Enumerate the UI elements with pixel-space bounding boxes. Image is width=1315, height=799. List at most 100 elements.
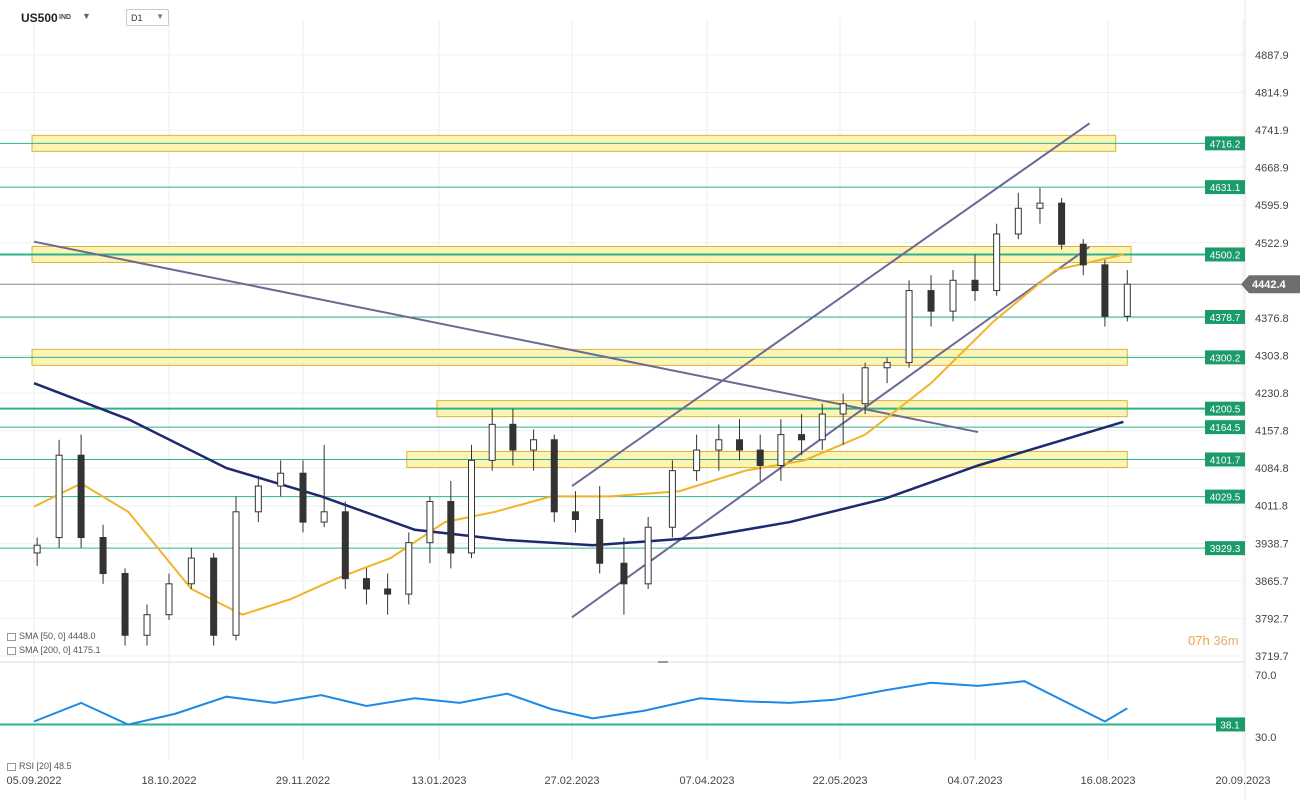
candle-body — [596, 519, 604, 564]
trendline — [571, 122, 1091, 487]
rsi-level-label: 38.1 — [1220, 720, 1240, 731]
candlesticks — [33, 187, 1131, 646]
trendline — [33, 240, 979, 434]
candle-body — [715, 439, 723, 451]
time-tick-label: 22.05.2023 — [812, 775, 867, 787]
level-label-box — [1205, 180, 1245, 195]
countdown-minutes: 36m — [1213, 633, 1239, 648]
candle-body — [798, 434, 806, 441]
candle-body — [1101, 264, 1109, 317]
candle-body — [949, 279, 957, 312]
candle-body — [362, 578, 370, 590]
level-label: 4716.2 — [1210, 139, 1241, 150]
legend-rsi[interactable]: RSI [20] 48.5 — [7, 761, 72, 771]
candle-body — [571, 511, 579, 521]
candle-body — [509, 423, 517, 451]
candle-body — [644, 526, 652, 585]
legend-sma200[interactable]: SMA [200, 0] 4175.1 — [7, 645, 101, 655]
time-tick-label: 18.10.2022 — [141, 775, 196, 787]
legend-sma50[interactable]: SMA [50, 0] 4448.0 — [7, 631, 96, 641]
time-tick-label: 29.11.2022 — [276, 775, 330, 787]
trendline — [571, 246, 1091, 619]
indicator-settings-icon[interactable] — [7, 646, 16, 655]
price-tick-label: 4595.9 — [1255, 200, 1289, 212]
time-tick-label: 16.08.2023 — [1080, 775, 1135, 787]
candle-body — [1014, 207, 1022, 235]
current-price-tag — [1241, 275, 1300, 294]
time-tick-label: 27.02.2023 — [544, 775, 599, 787]
level-label-box — [1205, 136, 1245, 151]
candle-body — [550, 439, 558, 513]
price-tick-label: 4887.9 — [1255, 50, 1289, 62]
candle-body — [1079, 243, 1087, 266]
level-label-box — [1205, 420, 1245, 435]
level-label: 4500.2 — [1210, 250, 1241, 261]
rsi-level-label-box — [1216, 717, 1245, 732]
candle-body — [341, 511, 349, 580]
candle-body — [839, 403, 847, 415]
candle-body — [320, 511, 328, 523]
support-resistance-zones — [31, 134, 1132, 468]
level-label: 4631.1 — [1210, 183, 1241, 194]
level-label-box — [1205, 452, 1245, 467]
candle-body — [993, 233, 1001, 292]
level-label: 4378.7 — [1210, 313, 1241, 324]
timeframe-value: D1 — [131, 13, 143, 23]
candle-body — [143, 614, 151, 636]
price-tick-label: 4376.8 — [1255, 313, 1289, 325]
price-tick-label: 3865.7 — [1255, 576, 1289, 588]
candle-body — [488, 423, 496, 461]
level-label-box — [1205, 541, 1245, 556]
sma200-line — [33, 382, 1124, 547]
grid-layer — [0, 0, 1246, 799]
level-label: 4029.5 — [1210, 493, 1241, 504]
price-tick-label: 4303.8 — [1255, 351, 1289, 363]
countdown-hours: 07h — [1188, 633, 1210, 648]
candle-body — [33, 544, 41, 554]
time-axis: 05.09.2022 18.10.2022 29.11.2022 13.01.2023… — [6, 775, 1270, 787]
indicator-settings-icon[interactable] — [7, 762, 16, 771]
candle-body — [165, 583, 173, 616]
candle-body — [861, 367, 869, 405]
level-label: 4300.2 — [1210, 353, 1241, 364]
symbol-name[interactable]: US500 — [21, 11, 58, 25]
candle-body — [1036, 202, 1044, 209]
chevron-down-icon: ▼ — [156, 12, 164, 21]
price-tick-label: 4814.9 — [1255, 88, 1289, 100]
candle-body — [620, 562, 628, 585]
timeframe-select[interactable]: D1 ▼ — [126, 9, 169, 26]
level-label-box — [1205, 247, 1245, 262]
level-label-box — [1205, 350, 1245, 365]
price-tick-label: 4668.9 — [1255, 163, 1289, 175]
candle-body — [232, 511, 240, 636]
level-label: 4101.7 — [1210, 455, 1241, 466]
sma50-line — [33, 253, 1124, 616]
price-tick-label: 3938.7 — [1255, 538, 1289, 550]
level-label: 3929.3 — [1210, 544, 1241, 555]
indicator-settings-icon[interactable] — [7, 632, 16, 641]
symbol-dropdown-icon[interactable]: ▼ — [82, 11, 91, 21]
candle-body — [405, 542, 413, 595]
candle-body — [693, 449, 701, 472]
price-tick-label: 4157.8 — [1255, 426, 1289, 438]
candle-body — [1058, 202, 1066, 245]
candle-body — [736, 439, 744, 451]
moving-averages — [33, 253, 1124, 616]
time-tick-label: 13.01.2023 — [411, 775, 466, 787]
price-tick-label: 4522.9 — [1255, 238, 1289, 250]
candle-body — [55, 454, 63, 539]
level-labels: 4716.2 4631.1 4500.2 4378.7 4300.2 4200.5 4164… — [1205, 136, 1245, 556]
rsi-pane: 38.1 70.0 30.0 — [0, 670, 1276, 744]
price-tick-label: 4084.8 — [1255, 463, 1289, 475]
candle-body — [77, 454, 85, 539]
candle-body — [447, 501, 455, 554]
candle-body — [277, 472, 285, 487]
current-price-label: 4442.4 — [1252, 279, 1287, 291]
price-tick-label: 4011.8 — [1255, 501, 1288, 513]
symbol-suffix: IND — [59, 14, 72, 21]
candle-body — [384, 588, 392, 595]
level-label: 4200.5 — [1210, 405, 1241, 416]
candle-body — [927, 290, 935, 312]
candle-body — [426, 501, 434, 544]
